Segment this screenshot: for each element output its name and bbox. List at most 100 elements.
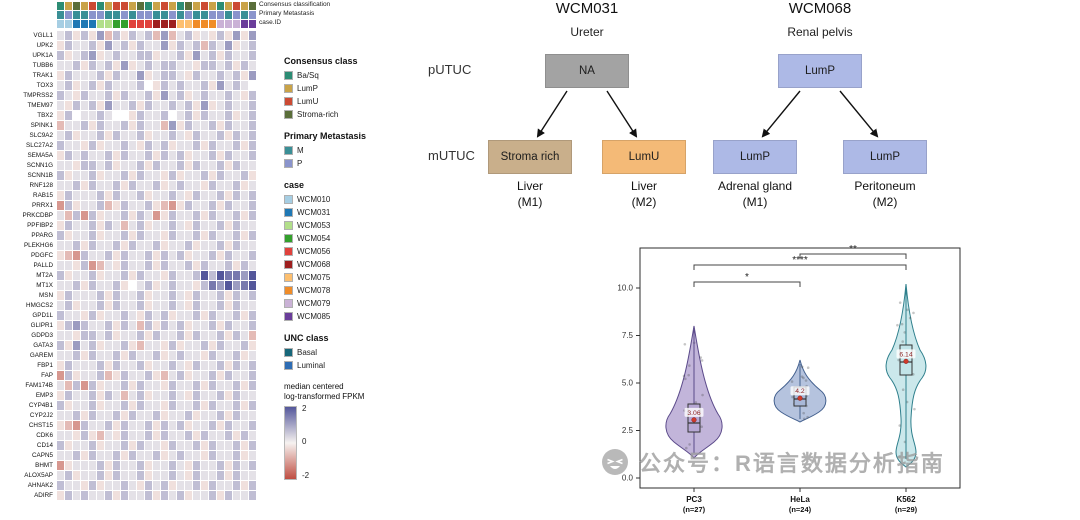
destination-site: Liver <box>630 179 657 193</box>
legend-title-consensus: Consensus class <box>284 56 358 66</box>
heatmap-cell <box>209 101 216 110</box>
heatmap-cell <box>169 351 176 360</box>
case-annotation-cell <box>65 20 72 28</box>
heatmap-cell <box>217 161 224 170</box>
heatmap-cell <box>153 381 160 390</box>
heatmap-cell <box>129 351 136 360</box>
heatmap-cell <box>201 361 208 370</box>
heatmap-cell <box>233 201 240 210</box>
heatmap-cell <box>169 331 176 340</box>
heatmap-cell <box>65 61 72 70</box>
heatmap-cell <box>145 61 152 70</box>
jitter-point <box>898 424 902 427</box>
jitter-point <box>898 454 901 458</box>
heatmap-cell <box>185 91 192 100</box>
consensus-annotation-cell <box>217 2 224 10</box>
heatmap-cell <box>57 481 64 490</box>
heatmap-cell <box>169 161 176 170</box>
heatmap-cell <box>201 141 208 150</box>
heatmap-cell <box>249 431 256 440</box>
heatmap-cell <box>121 211 128 220</box>
heatmap-cell <box>193 431 200 440</box>
heatmap-cell <box>89 421 96 430</box>
heatmap-cell <box>73 301 80 310</box>
case-annotation-cell <box>177 20 184 28</box>
heatmap-cell <box>185 61 192 70</box>
heatmap-cell <box>201 181 208 190</box>
heatmap-cell <box>137 491 144 500</box>
heatmap-cell <box>89 41 96 50</box>
heatmap-cell <box>89 331 96 340</box>
heatmap-cell <box>225 71 232 80</box>
mean-point <box>691 417 697 423</box>
heatmap-cell <box>241 481 248 490</box>
heatmap-cell <box>89 371 96 380</box>
heatmap-cell <box>225 241 232 250</box>
heatmap-cell <box>193 241 200 250</box>
heatmap-cell <box>217 401 224 410</box>
heatmap-cell <box>233 111 240 120</box>
heatmap-cell <box>185 491 192 500</box>
heatmap-cell <box>153 431 160 440</box>
heatmap-cell <box>209 371 216 380</box>
heatmap-cell <box>185 201 192 210</box>
heatmap-cell <box>161 81 168 90</box>
heatmap-cell <box>81 121 88 130</box>
heatmap-cell <box>73 461 80 470</box>
metastasis-annotation-cell <box>217 11 224 19</box>
tree-destination: Peritoneum (M2) <box>825 178 945 210</box>
metastasis-annotation-cell <box>169 11 176 19</box>
heatmap-cell <box>129 391 136 400</box>
heatmap-cell <box>65 251 72 260</box>
metastasis-annotation-cell <box>185 11 192 19</box>
heatmap-cell <box>113 121 120 130</box>
heatmap-cell <box>249 301 256 310</box>
heatmap-cell <box>89 461 96 470</box>
heatmap-cell <box>177 131 184 140</box>
heatmap-cell <box>161 311 168 320</box>
heatmap-cell <box>225 351 232 360</box>
heatmap-cell <box>169 131 176 140</box>
jitter-point <box>802 411 805 415</box>
heatmap-cell <box>241 341 248 350</box>
heatmap-cell <box>97 291 104 300</box>
heatmap-cell <box>73 41 80 50</box>
gene-label: CAPN5 <box>32 452 53 459</box>
heatmap-cell <box>137 131 144 140</box>
heatmap-cell <box>113 31 120 40</box>
heatmap-cell <box>105 321 112 330</box>
heatmap-cell <box>129 211 136 220</box>
heatmap-cell <box>177 91 184 100</box>
heatmap-cell <box>225 421 232 430</box>
jitter-point <box>790 380 794 383</box>
jitter-point <box>800 365 804 369</box>
heatmap-cell <box>129 161 136 170</box>
heatmap-cell <box>121 281 128 290</box>
heatmap-cell <box>105 371 112 380</box>
jitter-point <box>913 407 916 411</box>
heatmap-cell <box>73 61 80 70</box>
metastasis-annotation-cell <box>241 11 248 19</box>
heatmap-cell <box>129 331 136 340</box>
heatmap-cell <box>225 151 232 160</box>
heatmap-cell <box>209 271 216 280</box>
heatmap-cell <box>137 341 144 350</box>
heatmap-cell <box>65 181 72 190</box>
heatmap-cell <box>185 131 192 140</box>
heatmap-cell <box>89 281 96 290</box>
heatmap-cell <box>209 131 216 140</box>
heatmap-cell <box>233 91 240 100</box>
heatmap-cell <box>73 171 80 180</box>
heatmap-cell <box>57 181 64 190</box>
heatmap-cell <box>193 271 200 280</box>
heatmap-cell <box>57 211 64 220</box>
heatmap-cell <box>177 261 184 270</box>
heatmap-cell <box>113 491 120 500</box>
heatmap-cell <box>113 421 120 430</box>
heatmap-cell <box>249 171 256 180</box>
heatmap-cell <box>217 301 224 310</box>
heatmap-cell <box>153 121 160 130</box>
heatmap-cell <box>233 291 240 300</box>
heatmap-cell <box>201 31 208 40</box>
heatmap-cell <box>137 251 144 260</box>
